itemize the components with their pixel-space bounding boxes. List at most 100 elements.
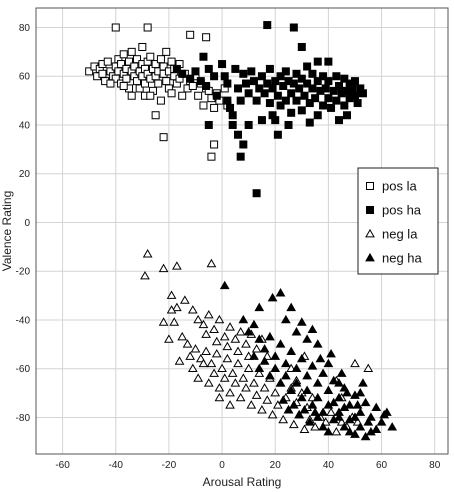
data-point (340, 74, 349, 83)
series-neg-ha (219, 280, 398, 441)
data-point (323, 385, 334, 394)
data-point (279, 81, 288, 90)
data-point (219, 373, 230, 382)
data-point (142, 249, 153, 258)
data-point (179, 295, 190, 304)
data-point (280, 314, 291, 324)
data-point (236, 152, 245, 161)
data-point (234, 130, 243, 139)
data-point (212, 91, 221, 100)
data-point (270, 363, 281, 373)
data-point (303, 79, 312, 88)
data-point (276, 72, 285, 81)
legend-marker (366, 206, 374, 214)
data-point (146, 52, 155, 61)
data-point (238, 314, 249, 324)
data-point (206, 258, 217, 268)
data-point (299, 424, 310, 433)
data-point (302, 370, 312, 380)
data-point (265, 370, 275, 380)
data-point (291, 363, 302, 373)
data-point (276, 101, 285, 110)
data-point (360, 397, 371, 407)
data-point (172, 64, 181, 73)
data-point (244, 120, 253, 129)
data-point (203, 309, 214, 319)
data-point (259, 344, 270, 353)
data-point (103, 57, 112, 66)
data-point (278, 395, 289, 404)
data-point (151, 111, 160, 120)
data-point (117, 60, 126, 69)
data-point (166, 305, 177, 314)
data-point (127, 91, 136, 100)
data-point (307, 324, 318, 334)
data-point (297, 106, 306, 115)
data-point (246, 400, 257, 409)
data-point (287, 89, 296, 98)
data-point (164, 334, 174, 343)
data-point (186, 74, 195, 83)
data-point (159, 62, 168, 71)
data-point (291, 327, 302, 336)
data-point (350, 358, 360, 368)
data-point (233, 346, 243, 355)
data-point (206, 358, 217, 368)
data-point (251, 390, 262, 399)
data-point (352, 400, 363, 409)
data-point (230, 334, 241, 343)
data-point (344, 426, 355, 436)
data-point (202, 81, 211, 90)
legend-label: pos la (382, 179, 417, 194)
data-point (259, 383, 270, 392)
data-point (177, 331, 188, 341)
data-point (198, 319, 209, 329)
data-point (296, 353, 307, 363)
data-point (286, 346, 297, 355)
data-point (278, 414, 289, 424)
data-point (209, 368, 219, 377)
data-point (350, 91, 359, 100)
data-point (292, 69, 301, 78)
data-point (219, 280, 230, 290)
data-point (265, 331, 275, 341)
data-point (236, 96, 245, 105)
data-point (300, 91, 309, 100)
data-point (146, 91, 155, 100)
data-point (312, 392, 323, 402)
data-point (335, 116, 344, 125)
data-point (254, 334, 265, 343)
data-point (297, 42, 306, 51)
data-point (319, 101, 328, 110)
legend-item: neg ha (365, 251, 423, 266)
data-point (342, 387, 352, 397)
data-point (135, 84, 144, 93)
data-point (251, 344, 262, 353)
data-point (344, 400, 355, 409)
data-point (313, 77, 322, 86)
data-point (210, 103, 219, 112)
y-tick-label: -80 (16, 413, 31, 424)
data-point (297, 74, 306, 83)
data-point (198, 358, 209, 368)
data-point (167, 57, 176, 66)
data-point (324, 77, 333, 86)
data-point (339, 422, 350, 431)
x-tick-label: -60 (55, 460, 70, 471)
y-tick-label: -60 (16, 364, 31, 375)
data-point (358, 89, 367, 98)
data-point (159, 133, 168, 142)
data-point (355, 422, 366, 431)
data-point (156, 96, 165, 105)
data-point (201, 346, 211, 355)
data-point (312, 378, 323, 387)
data-point (307, 361, 318, 370)
data-point (218, 60, 227, 69)
data-point (327, 103, 336, 112)
x-tick-label: 0 (219, 460, 225, 471)
data-point (254, 302, 265, 312)
data-point (243, 363, 254, 373)
data-point (321, 84, 330, 93)
data-point (263, 21, 272, 30)
